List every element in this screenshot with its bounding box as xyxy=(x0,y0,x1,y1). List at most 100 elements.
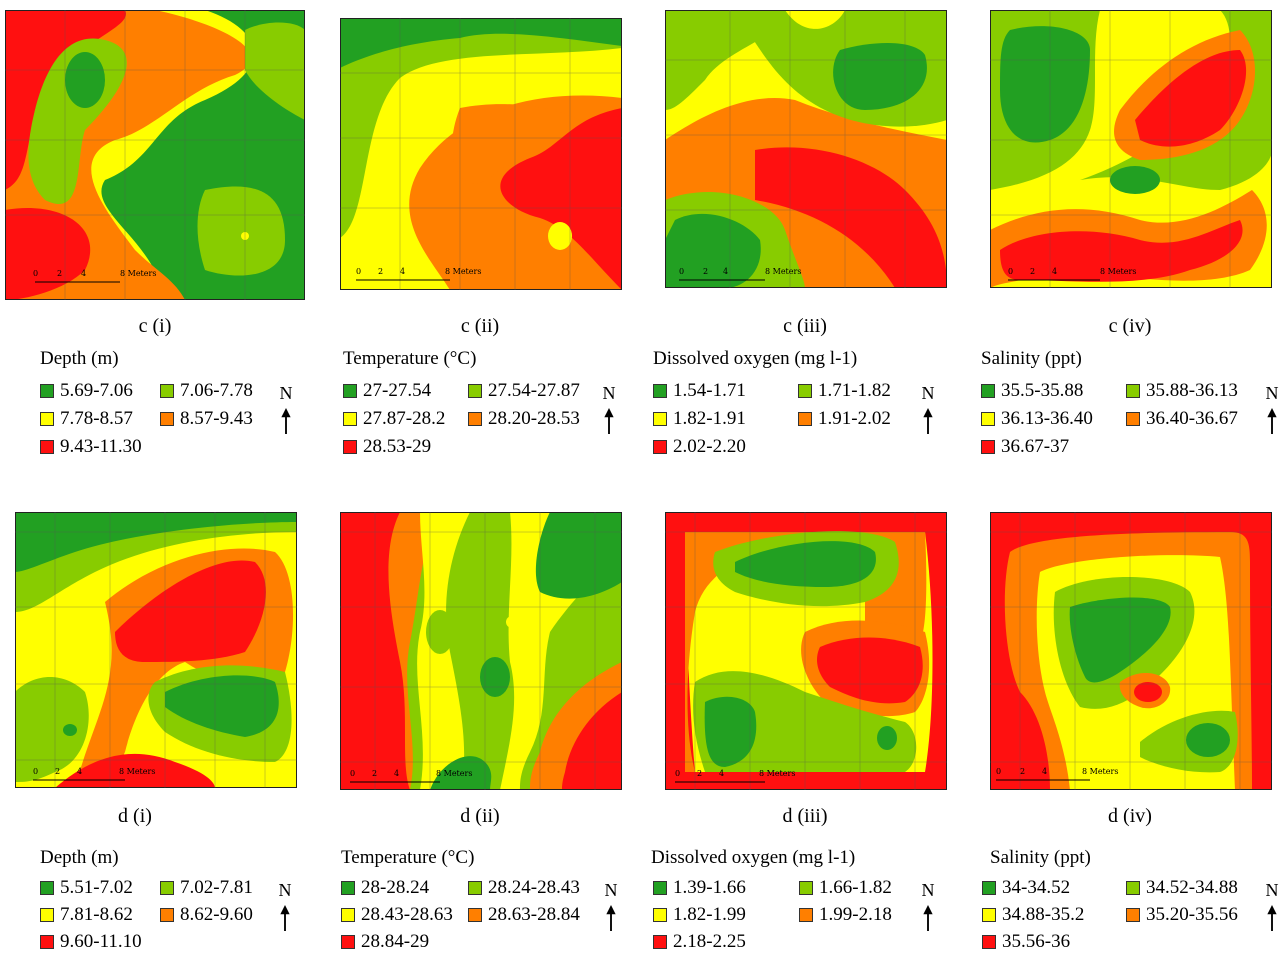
legend-title: Dissolved oxygen (mg l-1) xyxy=(651,847,856,868)
contour-map-d-iv: 0 2 4 8 Meters xyxy=(990,512,1272,790)
scale-bar: 0 2 4 8 Meters xyxy=(996,767,1118,781)
north-arrow: N xyxy=(275,880,295,936)
legend-item-2: 27.54-27.87 xyxy=(468,380,580,402)
legend-item-1: 5.51-7.02 xyxy=(40,877,133,899)
north-arrow: N xyxy=(601,880,621,936)
scale-label-2: 2 xyxy=(1020,767,1025,776)
scale-label-4: 4 xyxy=(719,769,724,778)
legend-item-1: 1.54-1.71 xyxy=(653,380,746,402)
legend-item-5: 35.56-36 xyxy=(982,931,1070,953)
legend-item-3: 1.82-1.99 xyxy=(653,904,746,926)
legend-item-4: 8.57-9.43 xyxy=(160,408,253,430)
scale-label-8: 8 Meters xyxy=(1082,767,1118,776)
map-temp-d: 0 2 4 8 Meters xyxy=(340,512,640,802)
scale-label-8: 8 Meters xyxy=(1100,267,1136,276)
north-label: N xyxy=(921,383,935,403)
legend-c-i: Depth (m) 5.69-7.06 7.06-7.78 7.78-8.57 … xyxy=(40,348,300,458)
legend-item-3: 36.13-36.40 xyxy=(981,408,1093,430)
north-label: N xyxy=(602,383,616,403)
scale-label-8: 8 Meters xyxy=(445,267,481,276)
contour-map-d-iii: 0 2 4 8 Meters xyxy=(665,512,947,790)
legend-title: Temperature (°C) xyxy=(343,348,477,369)
legend-d-i: Depth (m) 5.51-7.02 7.02-7.81 7.81-8.62 … xyxy=(40,847,300,955)
scale-bar: 0 2 4 8 Meters xyxy=(356,267,481,281)
legend-d-iii: Dissolved oxygen (mg l-1) 1.39-1.66 1.66… xyxy=(651,847,911,955)
scale-label-8: 8 Meters xyxy=(436,769,472,778)
scale-label-0: 0 xyxy=(675,769,680,778)
legend-item-2: 7.02-7.81 xyxy=(160,877,253,899)
north-label: N xyxy=(278,880,292,900)
legend-item-5: 9.43-11.30 xyxy=(40,436,142,458)
legend-item-1: 1.39-1.66 xyxy=(653,877,746,899)
caption: d (ii) xyxy=(460,805,500,827)
scale-label-2: 2 xyxy=(372,769,377,778)
legend-item-1: 35.5-35.88 xyxy=(981,380,1083,402)
scale-label-2: 2 xyxy=(378,267,383,276)
map-depth-d: 0 2 4 8 Meters xyxy=(15,512,315,802)
caption: c (i) xyxy=(138,315,172,337)
scale-label-4: 4 xyxy=(400,267,405,276)
legend-c-iii: Dissolved oxygen (mg l-1) 1.54-1.71 1.71… xyxy=(653,348,913,458)
map-depth-c: 0 2 4 8 Meters xyxy=(5,10,305,300)
caption: d (iii) xyxy=(782,805,828,827)
scale-label-0: 0 xyxy=(350,769,355,778)
legend-item-3: 7.81-8.62 xyxy=(40,904,133,926)
scale-label-8: 8 Meters xyxy=(759,769,795,778)
legend-item-4: 36.40-36.67 xyxy=(1126,408,1238,430)
legend-item-1: 34-34.52 xyxy=(982,877,1070,899)
north-label: N xyxy=(604,880,618,900)
north-arrow: N xyxy=(276,383,296,439)
scale-label-2: 2 xyxy=(703,267,708,276)
legend-item-1: 27-27.54 xyxy=(343,380,431,402)
legend-c-iv: Salinity (ppt) 35.5-35.88 35.88-36.13 36… xyxy=(981,348,1251,458)
legend-item-2: 28.24-28.43 xyxy=(468,877,580,899)
contour-map-c-iv: 0 2 4 8 Meters xyxy=(990,10,1272,288)
legend-item-5: 2.02-2.20 xyxy=(653,436,746,458)
contour-map-c-ii: 0 2 4 8 Meters xyxy=(340,18,622,290)
north-label: N xyxy=(1265,880,1279,900)
legend-item-3: 27.87-28.2 xyxy=(343,408,445,430)
scale-label-2: 2 xyxy=(55,767,60,776)
scale-label-4: 4 xyxy=(394,769,399,778)
contour-map-c-i: 0 2 4 8 Meters xyxy=(5,10,305,300)
scale-label-0: 0 xyxy=(33,767,38,776)
caption: c (iv) xyxy=(1108,315,1152,337)
legend-item-5: 9.60-11.10 xyxy=(40,931,142,953)
caption: c (ii) xyxy=(460,315,500,337)
legend-item-4: 8.62-9.60 xyxy=(160,904,253,926)
legend-item-4: 28.20-28.53 xyxy=(468,408,580,430)
legend-item-2: 35.88-36.13 xyxy=(1126,380,1238,402)
scale-bar: 0 2 4 8 Meters xyxy=(33,767,155,781)
scale-label-4: 4 xyxy=(81,269,86,278)
scale-label-2: 2 xyxy=(697,769,702,778)
scale-bar: 0 2 4 8 Meters xyxy=(1008,267,1136,281)
legend-item-2: 1.71-1.82 xyxy=(798,380,891,402)
legend-item-1: 5.69-7.06 xyxy=(40,380,133,402)
legend-c-ii: Temperature (°C) 27-27.54 27.54-27.87 27… xyxy=(343,348,608,458)
scale-label-8: 8 Meters xyxy=(119,767,155,776)
scale-bar: 0 2 4 8 Meters xyxy=(675,769,795,783)
map-do-d: 0 2 4 8 Meters xyxy=(665,512,965,802)
map-do-c: 0 2 4 8 Meters xyxy=(665,10,965,300)
legend-item-2: 34.52-34.88 xyxy=(1126,877,1238,899)
north-arrow: N xyxy=(599,383,619,439)
north-arrow: N xyxy=(918,880,938,936)
scale-label-2: 2 xyxy=(57,269,62,278)
legend-item-4: 1.99-2.18 xyxy=(799,904,892,926)
legend-item-4: 1.91-2.02 xyxy=(798,408,891,430)
legend-item-5: 28.84-29 xyxy=(341,931,429,953)
legend-item-5: 2.18-2.25 xyxy=(653,931,746,953)
legend-d-ii: Temperature (°C) 28-28.24 28.24-28.43 28… xyxy=(341,847,606,955)
legend-title: Salinity (ppt) xyxy=(981,348,1082,369)
scale-label-4: 4 xyxy=(1052,267,1057,276)
contour-map-d-i: 0 2 4 8 Meters xyxy=(15,512,297,788)
legend-item-5: 36.67-37 xyxy=(981,436,1069,458)
legend-title: Temperature (°C) xyxy=(341,847,475,868)
map-temp-c: 0 2 4 8 Meters xyxy=(340,18,640,308)
north-arrow: N xyxy=(918,383,938,439)
legend-item-4: 35.20-35.56 xyxy=(1126,904,1238,926)
legend-item-3: 7.78-8.57 xyxy=(40,408,133,430)
contour-map-c-iii: 0 2 4 8 Meters xyxy=(665,10,947,288)
legend-item-3: 34.88-35.2 xyxy=(982,904,1084,926)
caption: d (i) xyxy=(118,805,152,827)
